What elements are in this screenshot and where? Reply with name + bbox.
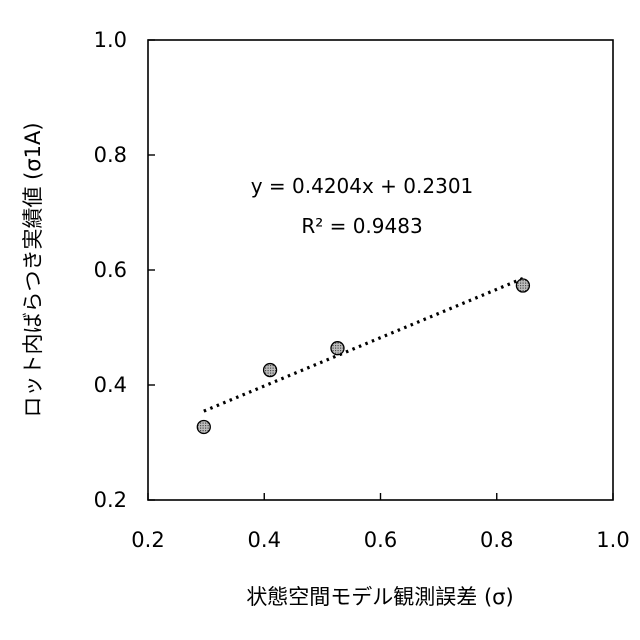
x-axis-title: 状態空間モデル観測誤差 (σ)	[246, 585, 513, 609]
plot-area	[148, 40, 613, 500]
data-point	[197, 420, 210, 433]
y-tick-label: 0.2	[94, 488, 127, 512]
x-tick-label: 0.4	[248, 528, 281, 552]
y-tick-label: 0.4	[94, 373, 127, 397]
y-tick-label: 0.6	[94, 258, 127, 282]
x-tick-label: 0.2	[131, 528, 164, 552]
y-tick-label: 0.8	[94, 143, 127, 167]
r-squared-annotation: R² = 0.9483	[301, 214, 422, 238]
x-tick-label: 1.0	[596, 528, 629, 552]
x-tick-label: 0.6	[364, 528, 397, 552]
x-tick-label: 0.8	[480, 528, 513, 552]
equation-annotation: y = 0.4204x + 0.2301	[251, 174, 474, 198]
data-point	[331, 342, 344, 355]
y-axis-title: ロット内ばらつき実績値 (σ1A)	[21, 122, 45, 417]
data-point	[516, 279, 529, 292]
y-tick-label: 1.0	[94, 28, 127, 52]
data-point	[264, 364, 277, 377]
